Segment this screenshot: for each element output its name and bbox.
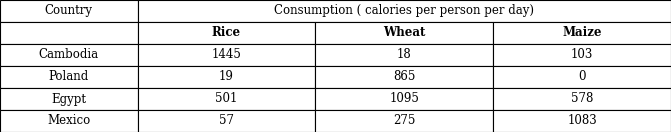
- Text: 865: 865: [393, 70, 415, 84]
- Bar: [493, 110, 671, 132]
- Bar: [138, 22, 315, 44]
- Text: 578: 578: [571, 93, 593, 105]
- Bar: [493, 44, 671, 66]
- Bar: [0, 88, 138, 110]
- Bar: [138, 66, 315, 88]
- Bar: [138, 44, 315, 66]
- Text: Wheat: Wheat: [383, 27, 425, 39]
- Text: 57: 57: [219, 114, 234, 128]
- Text: 103: 103: [571, 48, 593, 62]
- Bar: [315, 22, 493, 44]
- Text: 1095: 1095: [389, 93, 419, 105]
- Bar: [315, 88, 493, 110]
- Bar: [138, 110, 315, 132]
- Text: Consumption ( calories per person per day): Consumption ( calories per person per da…: [274, 4, 534, 18]
- Text: Maize: Maize: [562, 27, 602, 39]
- Text: 0: 0: [578, 70, 586, 84]
- Bar: [138, 88, 315, 110]
- Bar: [493, 22, 671, 44]
- Text: 18: 18: [397, 48, 411, 62]
- Text: Rice: Rice: [212, 27, 241, 39]
- Bar: [0, 22, 138, 44]
- Text: 19: 19: [219, 70, 234, 84]
- Text: Poland: Poland: [49, 70, 89, 84]
- Bar: [493, 66, 671, 88]
- Bar: [138, 0, 671, 22]
- Bar: [0, 0, 138, 22]
- Text: 501: 501: [215, 93, 238, 105]
- Bar: [315, 44, 493, 66]
- Bar: [0, 44, 138, 66]
- Text: Mexico: Mexico: [47, 114, 91, 128]
- Bar: [315, 110, 493, 132]
- Bar: [315, 66, 493, 88]
- Text: Cambodia: Cambodia: [39, 48, 99, 62]
- Bar: [0, 66, 138, 88]
- Text: Country: Country: [45, 4, 93, 18]
- Text: 1445: 1445: [211, 48, 242, 62]
- Text: 275: 275: [393, 114, 415, 128]
- Text: 1083: 1083: [567, 114, 597, 128]
- Bar: [0, 110, 138, 132]
- Text: Egypt: Egypt: [51, 93, 87, 105]
- Bar: [493, 88, 671, 110]
